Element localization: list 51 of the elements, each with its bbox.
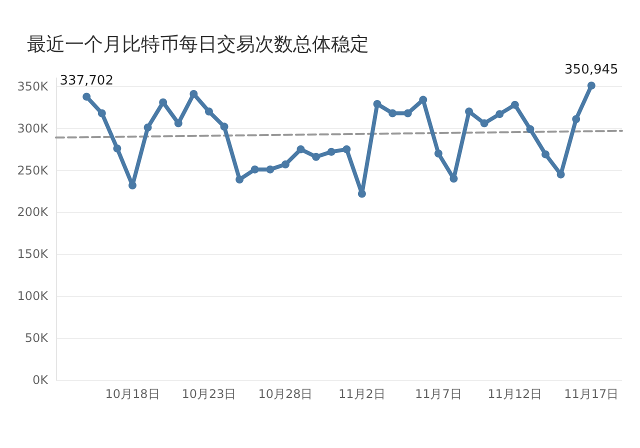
point (190, 90, 198, 98)
y-tick-label: 150K (17, 247, 50, 262)
point (128, 181, 136, 190)
point (327, 148, 336, 156)
point (358, 190, 366, 198)
x-tick-label: 11月7日 (414, 387, 462, 401)
point (542, 150, 550, 158)
point (450, 174, 458, 183)
x-tick-label: 11月2日 (338, 387, 386, 401)
point (510, 100, 519, 109)
point (404, 109, 412, 118)
data-label: 337,702 (60, 74, 114, 89)
y-tick-label: 0K (32, 373, 50, 387)
x-tick-label: 11月17日 (564, 387, 619, 401)
x-tick-label: 11月12日 (488, 387, 542, 401)
point (144, 123, 152, 132)
point (236, 176, 244, 184)
y-tick-label: 350K (17, 79, 50, 94)
chart-title: 最近一个月比特币每日交易次数总体稳定 (27, 34, 369, 56)
data-label: 350,945 (564, 62, 618, 78)
point (204, 108, 213, 116)
point (587, 82, 596, 90)
point (220, 122, 228, 131)
point (159, 98, 168, 106)
point (388, 109, 397, 118)
point (113, 144, 122, 152)
x-tick-label: 10月28日 (258, 387, 313, 401)
y-tick-label: 250K (17, 163, 50, 178)
y-tick-label: 300K (17, 121, 50, 136)
point (480, 119, 488, 128)
point (496, 110, 504, 118)
point (266, 165, 274, 174)
point (281, 160, 290, 168)
point (465, 108, 474, 116)
y-tick-label: 100K (17, 289, 50, 304)
point (98, 109, 106, 118)
point (174, 119, 182, 128)
x-tick-label: 10月18日 (105, 387, 160, 401)
point (526, 125, 534, 134)
x-tick-label: 10月23日 (182, 387, 236, 401)
point (342, 145, 351, 154)
point (434, 150, 442, 158)
point (572, 115, 580, 124)
point (312, 152, 320, 161)
y-tick-label: 200K (17, 205, 50, 220)
point (250, 165, 259, 174)
point (82, 92, 91, 101)
point (419, 96, 428, 104)
y-tick-label: 50K (24, 331, 50, 346)
point (373, 100, 382, 108)
point (296, 145, 305, 154)
